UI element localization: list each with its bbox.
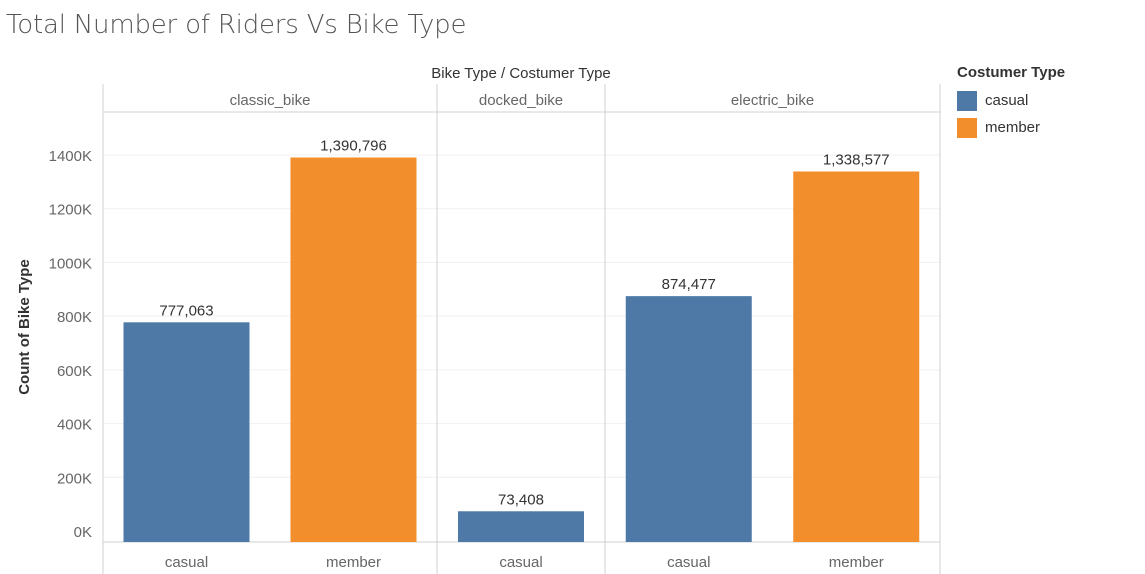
legend-item-casual[interactable]: casual [957, 87, 1065, 114]
y-axis-label: Count of Bike Type [16, 259, 33, 395]
chart-title: Total Number of Riders Vs Bike Type [6, 10, 467, 40]
y-tick-label: 0K [74, 524, 92, 541]
data-label: 777,063 [159, 302, 213, 319]
header-label: Bike Type / Costumer Type [431, 65, 611, 82]
bar-electric_bike-member [793, 171, 920, 542]
data-label: 874,477 [662, 276, 716, 293]
data-label: 1,338,577 [823, 151, 890, 168]
y-tick-label: 1200K [49, 202, 92, 219]
bar-classic_bike-casual [123, 322, 250, 542]
group-label-classic_bike: classic_bike [230, 92, 311, 109]
y-tick-label: 1000K [49, 255, 92, 272]
x-tick-label: casual [499, 554, 542, 571]
y-tick-label: 1400K [49, 148, 92, 165]
y-tick-label: 200K [57, 470, 92, 487]
x-tick-label: member [829, 554, 884, 571]
legend-swatch-member [957, 117, 977, 138]
bar-docked_bike-casual [458, 511, 584, 542]
y-tick-label: 400K [57, 417, 92, 434]
legend-swatch-casual [957, 90, 977, 111]
bar-chart: Bike Type / Costumer Type 0K 200K 400K 600K 8… [16, 65, 941, 574]
x-tick-label: casual [165, 554, 208, 571]
data-label: 1,390,796 [320, 137, 387, 154]
group-label-docked_bike: docked_bike [479, 92, 563, 109]
legend-title: Costumer Type [957, 64, 1066, 81]
legend: Costumer Type casual member [957, 64, 1065, 141]
bar-classic_bike-member [290, 157, 417, 542]
bar-electric_bike-casual [625, 296, 752, 542]
group-label-electric_bike: electric_bike [731, 92, 814, 109]
y-tick-label: 600K [57, 363, 92, 380]
legend-item-member[interactable]: member [957, 114, 1065, 141]
x-tick-label: member [326, 554, 381, 571]
data-label: 73,408 [498, 491, 544, 508]
y-tick-label: 800K [57, 309, 92, 326]
legend-label-casual: casual [985, 92, 1029, 109]
x-tick-label: casual [667, 554, 710, 571]
legend-label-member: member [985, 119, 1041, 136]
